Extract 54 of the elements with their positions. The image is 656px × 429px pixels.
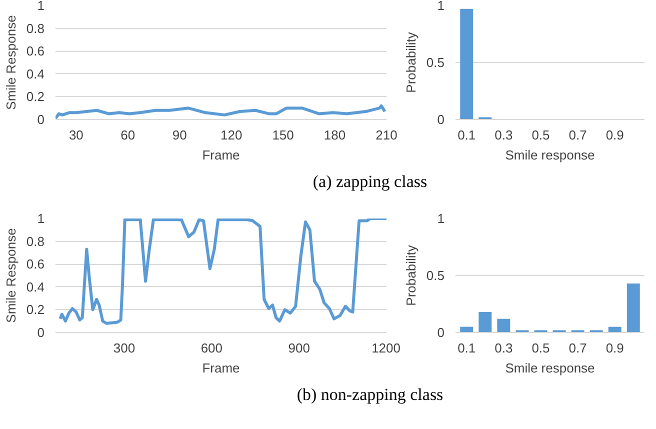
y-axis-title: Probability bbox=[403, 32, 418, 93]
text: (b) non-zapping class bbox=[296, 384, 444, 406]
y-tick-label: 0 bbox=[437, 112, 445, 127]
x-axis-title: Frame bbox=[202, 360, 240, 376]
y-tick-label: 0.4 bbox=[26, 279, 45, 294]
y-tick-label: 1 bbox=[37, 0, 45, 13]
bar bbox=[626, 283, 640, 332]
y-tick-label: 0 bbox=[37, 325, 45, 340]
x-tick-label: 0.3 bbox=[494, 340, 513, 356]
y-axis-title: Probability bbox=[403, 244, 418, 306]
x-tick-label: 120 bbox=[220, 128, 242, 142]
x-tick-label: 0.3 bbox=[494, 128, 513, 142]
x-tick-label: 30 bbox=[68, 128, 84, 142]
x-tick-label: 0.7 bbox=[568, 128, 587, 142]
x-axis-title: Smile response bbox=[505, 148, 595, 162]
y-tick-label: 0 bbox=[437, 325, 445, 340]
x-axis-title: Smile response bbox=[505, 360, 595, 376]
line-series bbox=[56, 104, 386, 120]
x-tick-label: 150 bbox=[272, 128, 294, 142]
x-tick-label: 600 bbox=[200, 340, 223, 356]
y-tick-label: 0.2 bbox=[26, 89, 45, 104]
y-tick-label: 0.5 bbox=[426, 268, 445, 283]
y-tick-label: 1 bbox=[437, 0, 445, 13]
y-tick-label: 0.8 bbox=[26, 234, 45, 249]
x-tick-label: 210 bbox=[376, 128, 398, 142]
x-tick-label: 0.1 bbox=[458, 128, 476, 142]
y-tick-label: 1 bbox=[37, 211, 45, 226]
x-tick-label: 60 bbox=[120, 128, 136, 142]
bar bbox=[497, 318, 510, 332]
y-tick-label: 0.8 bbox=[26, 20, 45, 36]
y-tick-label: 0.2 bbox=[26, 302, 45, 318]
x-tick-label: 0.7 bbox=[568, 340, 587, 356]
y-axis-title: Smile Response bbox=[3, 15, 18, 110]
y-tick-label: 0.5 bbox=[426, 55, 445, 70]
y-tick-label: 0.4 bbox=[26, 66, 45, 82]
y-tick-label: 0 bbox=[37, 112, 45, 127]
bar bbox=[478, 312, 492, 332]
x-tick-label: 0.1 bbox=[458, 340, 476, 356]
y-tick-label: 0.6 bbox=[26, 256, 45, 272]
x-tick-label: 0.5 bbox=[532, 128, 550, 142]
x-axis-title: Frame bbox=[202, 148, 240, 162]
line-series bbox=[58, 218, 386, 325]
x-tick-label: 90 bbox=[172, 128, 187, 142]
x-tick-label: 0.9 bbox=[606, 340, 624, 356]
x-tick-label: 1200 bbox=[372, 340, 400, 356]
y-tick-label: 0.6 bbox=[26, 44, 45, 59]
y-axis-title: Smile Response bbox=[3, 228, 18, 323]
x-tick-label: 300 bbox=[113, 340, 136, 356]
text: (a) zapping class bbox=[312, 171, 428, 193]
x-tick-label: 180 bbox=[324, 128, 346, 142]
x-tick-label: 0.5 bbox=[532, 340, 550, 356]
x-tick-label: 900 bbox=[288, 340, 310, 356]
x-tick-label: 0.9 bbox=[606, 128, 624, 142]
y-tick-label: 1 bbox=[437, 211, 445, 226]
